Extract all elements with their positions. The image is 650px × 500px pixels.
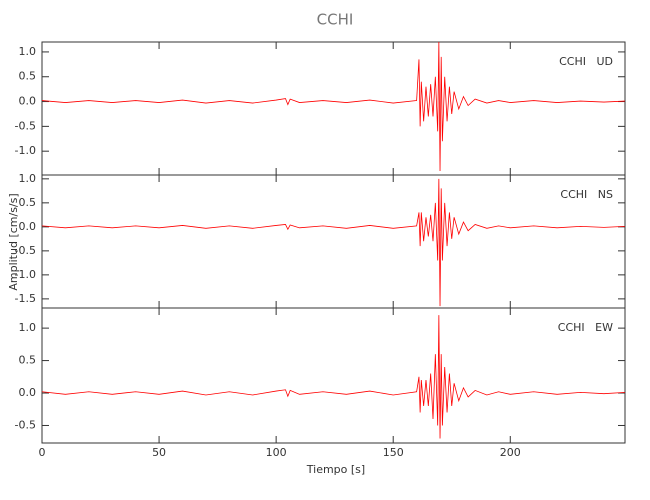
x-axis-label: Tiempo [s] <box>306 463 365 476</box>
waveform <box>41 41 626 172</box>
x-tick-label: 100 <box>266 446 287 459</box>
y-tick-label: 1.0 <box>19 45 37 58</box>
y-tick-label: -0.5 <box>15 119 36 132</box>
y-tick-label: -0.5 <box>15 244 36 257</box>
y-tick-label: -1.0 <box>15 268 36 281</box>
y-tick-label: 0.5 <box>19 354 37 367</box>
y-tick-label: 1.0 <box>19 172 37 185</box>
y-tick-label: 0.0 <box>19 386 37 399</box>
waveform <box>41 315 626 439</box>
panel-frame <box>41 174 626 309</box>
panel-frame <box>41 307 626 444</box>
x-tick-label: 0 <box>39 446 46 459</box>
x-tick-label: 50 <box>152 446 166 459</box>
waveform <box>41 178 626 307</box>
x-tick-label: 200 <box>500 446 521 459</box>
panel-frame <box>41 41 626 176</box>
panel-label: CCHI EW <box>558 321 613 334</box>
panel-label: CCHI UD <box>559 55 613 68</box>
y-axis-label: Amplitud [cm/s/s] <box>7 193 20 290</box>
y-tick-label: 0.0 <box>19 220 37 233</box>
y-tick-label: -0.5 <box>15 418 36 431</box>
y-tick-label: -1.0 <box>15 144 36 157</box>
x-tick-label: 150 <box>383 446 404 459</box>
y-tick-label: 1.0 <box>19 321 37 334</box>
panel-label: CCHI NS <box>560 188 613 201</box>
chart-title: CCHI <box>317 11 354 29</box>
y-tick-label: 0.0 <box>19 95 37 108</box>
y-tick-label: 0.5 <box>19 196 37 209</box>
y-tick-label: 0.5 <box>19 70 37 83</box>
y-tick-label: -1.5 <box>15 292 36 305</box>
